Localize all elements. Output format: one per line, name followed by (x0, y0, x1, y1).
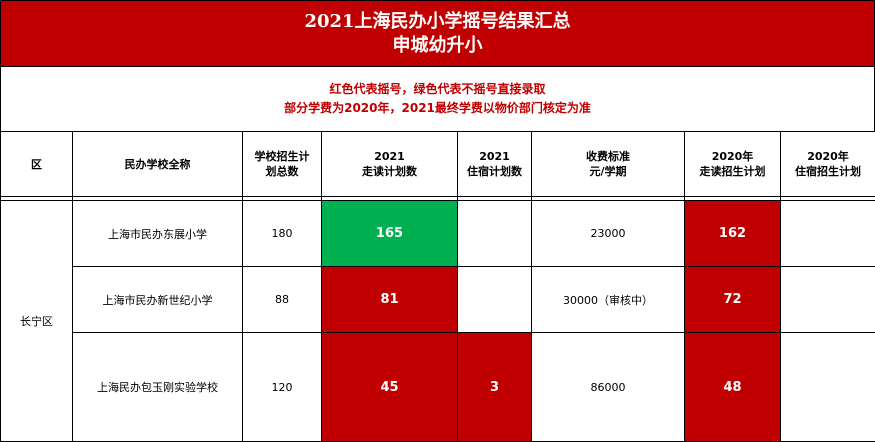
header-district: 区 (1, 132, 73, 197)
title-line-1: 2021上海民办小学摇号结果汇总 (304, 10, 570, 34)
header-day-plan-2020: 2020年 走读招生计划 (685, 132, 781, 197)
table-row: 长宁区 上海市民办东展小学 180 165 23000 162 (1, 201, 875, 267)
title-line-2: 申城幼升小 (393, 34, 483, 58)
note-line-2: 部分学费为2020年，2021最终学费以物价部门核定为准 (284, 99, 591, 118)
header-row: 区 民办学校全称 学校招生计 划总数 2021 走读计划数 2021 住宿计划数… (1, 132, 875, 197)
fee-cell: 23000 (532, 201, 685, 267)
board-plan-2020-cell (781, 333, 875, 442)
school-name-cell: 上海市民办新世纪小学 (73, 267, 243, 333)
total-plan-cell: 120 (243, 333, 322, 442)
header-total-plan-line-2: 划总数 (243, 164, 321, 179)
header-board-plan-2021: 2021 住宿计划数 (458, 132, 532, 197)
table-row: 上海民办包玉刚实验学校 120 45 3 86000 48 (1, 333, 875, 442)
header-fee: 收费标准 元/学期 (532, 132, 685, 197)
header-total-plan-line-1: 学校招生计 (243, 149, 321, 164)
district-cell: 长宁区 (1, 201, 73, 442)
header-school: 民办学校全称 (73, 132, 243, 197)
note-line-1: 红色代表摇号，绿色代表不摇号直接录取 (329, 80, 545, 99)
day-plan-2020-cell: 162 (685, 201, 781, 267)
header-day-plan-2021: 2021 走读计划数 (322, 132, 458, 197)
legend-notes: 红色代表摇号，绿色代表不摇号直接录取 部分学费为2020年，2021最终学费以物… (0, 67, 875, 131)
total-plan-cell: 88 (243, 267, 322, 333)
day-plan-2020-cell: 72 (685, 267, 781, 333)
header-day-plan-2021-line-1: 2021 (322, 149, 457, 164)
header-board-plan-2020-line-1: 2020年 (781, 149, 875, 164)
header-day-plan-2020-line-2: 走读招生计划 (685, 164, 780, 179)
results-table: 区 民办学校全称 学校招生计 划总数 2021 走读计划数 2021 住宿计划数… (0, 131, 875, 442)
header-board-plan-2021-line-1: 2021 (458, 149, 531, 164)
header-total-plan: 学校招生计 划总数 (243, 132, 322, 197)
header-board-plan-2021-line-2: 住宿计划数 (458, 164, 531, 179)
day-plan-2021-cell: 81 (322, 267, 458, 333)
fee-cell: 30000（审核中） (532, 267, 685, 333)
header-board-plan-2020: 2020年 住宿招生计划 (781, 132, 875, 197)
board-plan-2021-cell: 3 (458, 333, 532, 442)
title-banner: 2021上海民办小学摇号结果汇总 申城幼升小 (0, 0, 875, 67)
header-day-plan-2021-line-2: 走读计划数 (322, 164, 457, 179)
board-plan-2020-cell (781, 201, 875, 267)
table-row: 上海市民办新世纪小学 88 81 30000（审核中） 72 (1, 267, 875, 333)
header-fee-line-1: 收费标准 (532, 149, 684, 164)
school-name-cell: 上海市民办东展小学 (73, 201, 243, 267)
board-plan-2021-cell (458, 267, 532, 333)
header-fee-line-2: 元/学期 (532, 164, 684, 179)
header-board-plan-2020-line-2: 住宿招生计划 (781, 164, 875, 179)
total-plan-cell: 180 (243, 201, 322, 267)
board-plan-2021-cell (458, 201, 532, 267)
header-day-plan-2020-line-1: 2020年 (685, 149, 780, 164)
board-plan-2020-cell (781, 267, 875, 333)
fee-cell: 86000 (532, 333, 685, 442)
day-plan-2021-cell: 45 (322, 333, 458, 442)
school-name-cell: 上海民办包玉刚实验学校 (73, 333, 243, 442)
day-plan-2020-cell: 48 (685, 333, 781, 442)
day-plan-2021-cell: 165 (322, 201, 458, 267)
